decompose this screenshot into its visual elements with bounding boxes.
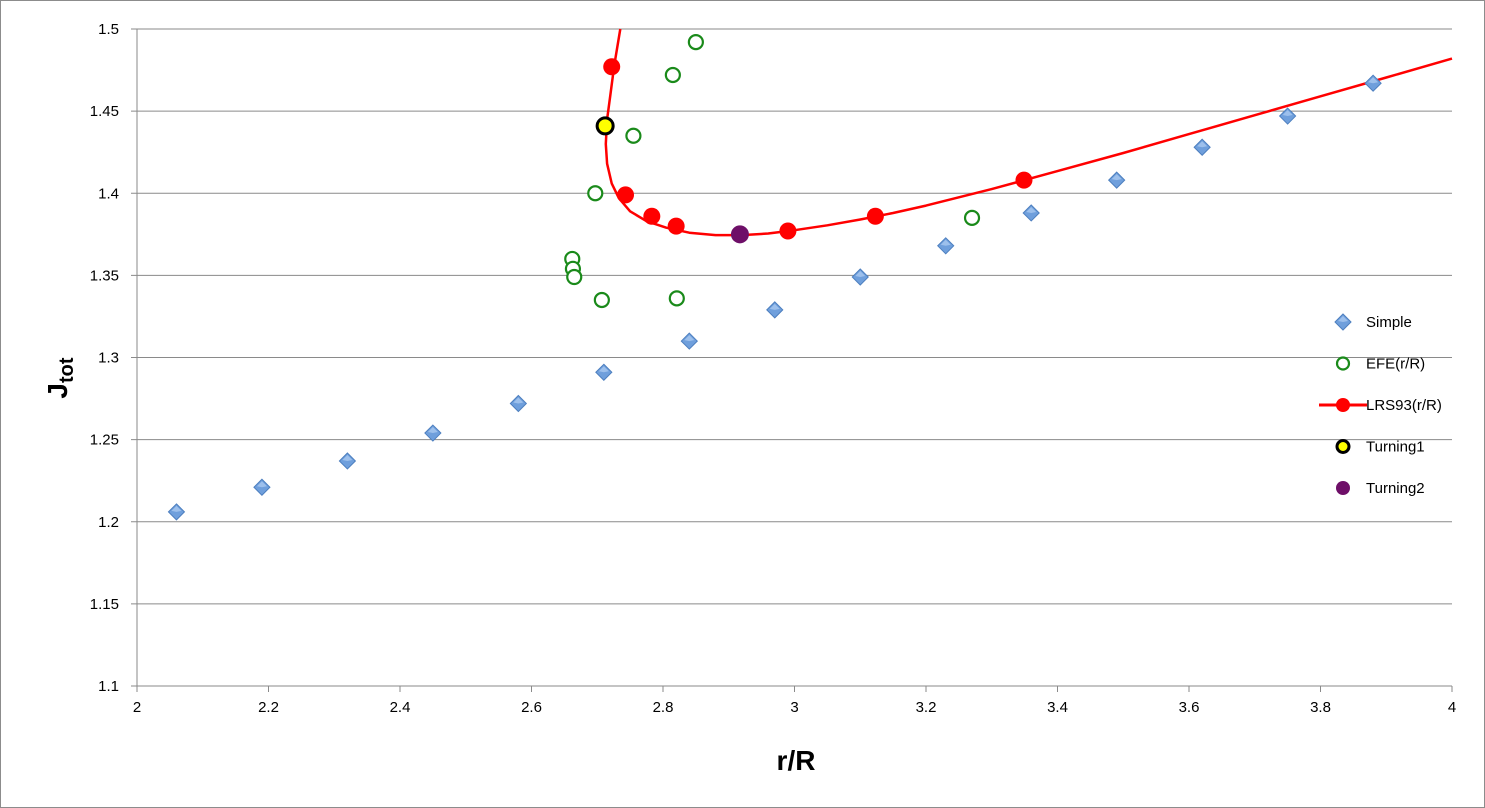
x-tick-label: 2.8 xyxy=(653,699,674,716)
x-tick-label: 2.2 xyxy=(258,699,279,716)
turning1-point xyxy=(595,116,615,136)
legend-simple-marker xyxy=(1334,313,1352,331)
x-tick-label: 3.8 xyxy=(1310,699,1331,716)
simple-point xyxy=(509,394,528,413)
lrs93-point xyxy=(866,207,884,225)
axes xyxy=(131,28,1453,692)
legend-efe-marker xyxy=(1335,356,1351,371)
lrs93-curve xyxy=(604,28,1453,237)
legend-turning1-marker xyxy=(1335,439,1351,454)
simple-point xyxy=(766,301,784,319)
simple-point xyxy=(1022,204,1040,222)
x-tick-label: 4 xyxy=(1448,699,1456,716)
simple-point xyxy=(937,237,955,255)
y-tick-label: 1.1 xyxy=(98,678,119,695)
lrs93-point xyxy=(603,58,621,76)
simple-point xyxy=(1193,138,1211,156)
x-tick-label: 3.4 xyxy=(1047,699,1068,716)
simple-point xyxy=(253,478,271,496)
x-tick-label: 2.4 xyxy=(390,699,411,716)
legend: Simple EFE(r/R) LRS93(r/R) Turning1 Turning2 xyxy=(1319,313,1442,497)
svg-text:Jtot: Jtot xyxy=(42,357,78,398)
efe-point xyxy=(593,291,610,309)
y-tick-labels: 1.1 1.15 1.2 1.25 1.3 1.35 1.4 1.45 1.5 xyxy=(90,21,119,695)
y-tick-label: 1.35 xyxy=(90,267,119,284)
legend-label: LRS93(r/R) xyxy=(1366,397,1442,414)
turning2-point xyxy=(730,225,749,244)
y-tick-label: 1.15 xyxy=(90,596,119,613)
legend-turning2-marker xyxy=(1336,481,1350,495)
simple-point xyxy=(1364,74,1382,92)
simple-point xyxy=(595,363,613,381)
lrs93-point xyxy=(667,217,685,235)
simple-point xyxy=(851,268,869,286)
lrs93-point xyxy=(643,207,661,225)
y-axis-title: Jtot xyxy=(42,357,78,398)
efe-point xyxy=(668,290,685,307)
legend-item: Turning2 xyxy=(1336,480,1425,497)
simple-point xyxy=(1278,107,1297,125)
simple-point xyxy=(338,452,357,470)
x-tick-label: 2.6 xyxy=(521,699,542,716)
data-points xyxy=(167,34,1382,521)
legend-item: Turning1 xyxy=(1335,439,1425,456)
x-tick-label: 2 xyxy=(133,699,141,716)
legend-label: Simple xyxy=(1366,314,1412,331)
efe-point xyxy=(566,268,583,286)
simple-point xyxy=(1107,171,1126,189)
y-tick-label: 1.2 xyxy=(98,514,119,531)
efe-point xyxy=(963,209,981,226)
y-axis-title-sub: tot xyxy=(56,357,78,383)
x-tick-label: 3 xyxy=(790,699,798,716)
lrs93-point xyxy=(617,186,635,204)
efe-point xyxy=(687,34,704,51)
x-tick-label: 3.2 xyxy=(916,699,937,716)
lrs93-line xyxy=(604,28,1453,237)
grid-lines xyxy=(137,28,1452,687)
y-tick-label: 1.5 xyxy=(98,21,119,38)
y-axis-title-main: J xyxy=(42,383,73,399)
legend-item: LRS93(r/R) xyxy=(1319,397,1442,414)
simple-point xyxy=(424,424,442,442)
y-tick-label: 1.4 xyxy=(98,185,119,202)
x-tick-labels: 2 2.2 2.4 2.6 2.8 3 3.2 3.4 3.6 3.8 4 xyxy=(133,699,1456,716)
x-tick-label: 3.6 xyxy=(1179,699,1200,716)
efe-point xyxy=(664,66,681,84)
lrs93-point xyxy=(1015,171,1033,189)
efe-point xyxy=(625,127,642,144)
lrs93-point xyxy=(779,222,797,240)
legend-label: Turning1 xyxy=(1366,439,1425,456)
legend-item: EFE(r/R) xyxy=(1335,356,1425,373)
simple-point xyxy=(680,332,699,350)
legend-item: Simple xyxy=(1334,313,1412,331)
legend-label: EFE(r/R) xyxy=(1366,356,1425,373)
legend-lrs93-marker xyxy=(1336,398,1350,412)
legend-label: Turning2 xyxy=(1366,480,1425,497)
x-axis-title: r/R xyxy=(777,745,816,776)
y-tick-label: 1.3 xyxy=(98,350,119,367)
y-tick-label: 1.45 xyxy=(90,103,119,120)
y-tick-label: 1.25 xyxy=(90,432,119,449)
simple-point xyxy=(167,503,186,521)
efe-point xyxy=(587,185,604,202)
